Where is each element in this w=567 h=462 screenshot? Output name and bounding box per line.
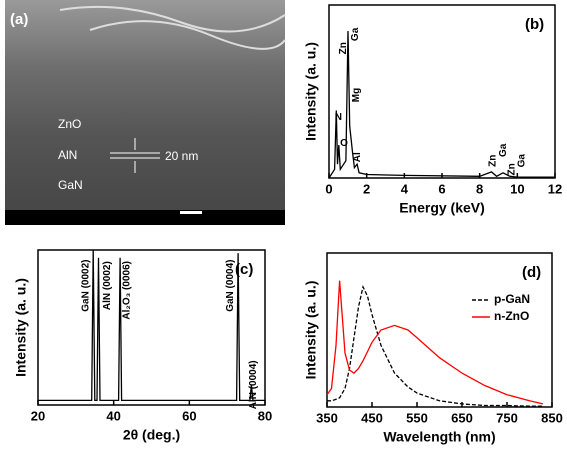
x-tick-label: 0 [325,181,332,196]
x-tick-label: 2 [363,181,370,196]
scale-bar [180,211,202,214]
x-tick-label: 450 [361,410,383,425]
x-tick-label: 6 [438,181,445,196]
sem-panel: (a) ZnO AlN GaN 20 nm [5,0,285,225]
x-tick-label: 12 [548,181,562,196]
plot-frame [329,5,555,178]
annotation: AlN (0002) [102,261,113,310]
y-axis-label: Intensity (a. u.) [303,42,319,141]
annotation: Zn [506,163,517,175]
x-tick-label: 20 [31,408,45,423]
x-axis-label: 2θ (deg.) [123,427,180,443]
legend-label: p-GaN [494,292,530,306]
x-tick-label: 60 [182,408,196,423]
x-tick-label: 350 [316,410,338,425]
legend-label: n-ZnO [494,309,529,323]
panel-label: (a) [10,11,28,28]
plot-frame [327,253,552,407]
x-axis-label: Wavelength (nm) [383,429,495,445]
annotation: GaN (0004) [225,260,236,312]
y-axis-label: Intensity (a. u.) [13,278,29,377]
panel-label: (b) [525,16,544,33]
x-tick-label: 550 [406,410,428,425]
annotation: N [335,112,342,123]
x-tick-label: 850 [541,410,563,425]
figure: (a) ZnO AlN GaN 20 nm 024681012Energy (k… [0,0,567,457]
sem-image [5,0,285,225]
x-axis-label: Energy (keV) [399,200,485,216]
layer-label: GaN [58,178,83,192]
layer-label: ZnO [58,117,81,131]
annotation: Al₂O₃ (0006) [122,261,133,320]
annotation: GaN (0002) [81,260,92,312]
x-tick-label: 4 [401,181,409,196]
scale-label: 20 nm [165,149,198,163]
x-tick-label: 650 [451,410,473,425]
x-tick-label: 8 [476,181,483,196]
page: {"panel_a": {"label": "(a)", "layers": [… [0,0,567,457]
info-bar [5,210,285,225]
x-tick-label: 750 [496,410,518,425]
x-tick-label: 10 [510,181,524,196]
annotation: Ga [517,154,528,168]
annotation: AlN (0004) [248,360,259,409]
layer-label: AlN [58,148,77,162]
annotation: Zn [487,155,498,167]
panel-label: (d) [522,264,541,281]
annotation: O [340,138,348,149]
annotation: Ga [498,143,509,157]
x-tick-label: 40 [106,408,120,423]
annotation: Zn [338,42,349,54]
annotation: Mg [351,88,362,102]
y-axis-label: Intensity (a. u.) [303,281,319,380]
annotation: Al [352,152,363,162]
annotation: Ga [350,27,361,41]
x-tick-label: 80 [258,408,272,423]
